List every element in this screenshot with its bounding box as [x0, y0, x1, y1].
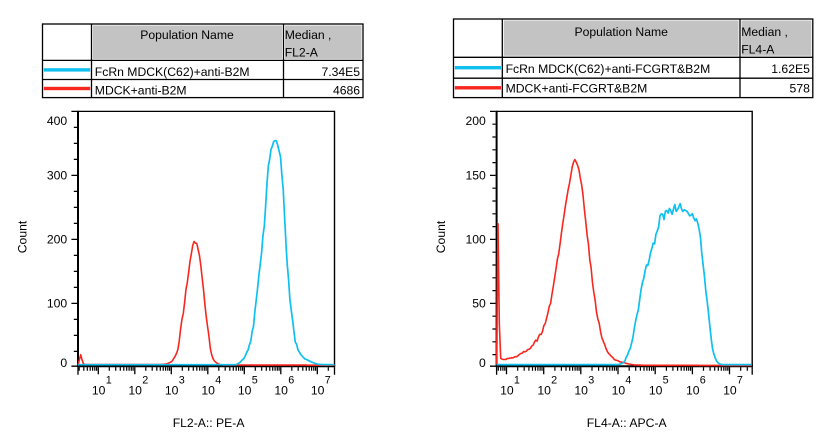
svg-text:FL2-A: FL2-A — [285, 46, 319, 60]
svg-text:Population Name: Population Name — [140, 28, 234, 42]
svg-text:4: 4 — [625, 375, 631, 387]
svg-text:7: 7 — [325, 375, 331, 387]
svg-text:10: 10 — [612, 383, 626, 397]
svg-text:FcRn MDCK(C62)+anti-B2M: FcRn MDCK(C62)+anti-B2M — [95, 65, 250, 79]
svg-text:FcRn MDCK(C62)+anti-FCGRT&B2M: FcRn MDCK(C62)+anti-FCGRT&B2M — [506, 62, 711, 76]
svg-text:200: 200 — [465, 114, 486, 128]
svg-text:10: 10 — [201, 383, 215, 397]
svg-text:FL4-A: FL4-A — [741, 43, 775, 57]
svg-text:100: 100 — [465, 233, 486, 247]
svg-text:2: 2 — [551, 375, 557, 387]
svg-text:2: 2 — [142, 375, 148, 387]
svg-text:4: 4 — [215, 375, 221, 387]
svg-text:400: 400 — [47, 114, 68, 128]
svg-text:Median ,: Median , — [741, 25, 788, 39]
svg-text:300: 300 — [47, 169, 68, 183]
svg-text:Count: Count — [434, 220, 448, 253]
svg-text:100: 100 — [47, 297, 68, 311]
svg-text:10: 10 — [311, 383, 325, 397]
svg-text:10: 10 — [686, 383, 700, 397]
svg-text:1.62E5: 1.62E5 — [771, 62, 810, 76]
svg-text:FL4-A:: APC-A: FL4-A:: APC-A — [587, 416, 668, 430]
svg-text:10: 10 — [128, 383, 142, 397]
svg-text:6: 6 — [700, 375, 706, 387]
svg-text:10: 10 — [165, 383, 179, 397]
svg-text:5: 5 — [252, 375, 258, 387]
svg-text:MDCK+anti-B2M: MDCK+anti-B2M — [95, 83, 187, 97]
svg-text:MDCK+anti-FCGRT&B2M: MDCK+anti-FCGRT&B2M — [506, 82, 648, 96]
svg-text:Population Name: Population Name — [574, 25, 668, 39]
svg-text:Median ,: Median , — [285, 28, 332, 42]
svg-text:10: 10 — [274, 383, 288, 397]
svg-text:10: 10 — [92, 383, 106, 397]
svg-text:0: 0 — [60, 356, 67, 370]
svg-text:578: 578 — [790, 82, 811, 96]
svg-text:4686: 4686 — [333, 83, 360, 97]
svg-text:200: 200 — [47, 233, 68, 247]
svg-text:7: 7 — [737, 375, 743, 387]
svg-text:5: 5 — [663, 375, 669, 387]
svg-text:150: 150 — [465, 169, 486, 183]
svg-text:10: 10 — [574, 383, 588, 397]
svg-text:10: 10 — [500, 383, 514, 397]
svg-text:10: 10 — [537, 383, 551, 397]
svg-text:1: 1 — [106, 375, 112, 387]
svg-text:10: 10 — [238, 383, 252, 397]
svg-text:Count: Count — [16, 220, 30, 253]
svg-text:10: 10 — [723, 383, 737, 397]
svg-text:FL2-A:: PE-A: FL2-A:: PE-A — [173, 416, 246, 430]
svg-text:7.34E5: 7.34E5 — [321, 65, 360, 79]
svg-text:50: 50 — [472, 297, 486, 311]
svg-text:10: 10 — [649, 383, 663, 397]
svg-text:6: 6 — [288, 375, 294, 387]
svg-text:3: 3 — [179, 375, 185, 387]
svg-text:0: 0 — [479, 356, 486, 370]
svg-text:1: 1 — [514, 375, 520, 387]
svg-text:3: 3 — [588, 375, 594, 387]
